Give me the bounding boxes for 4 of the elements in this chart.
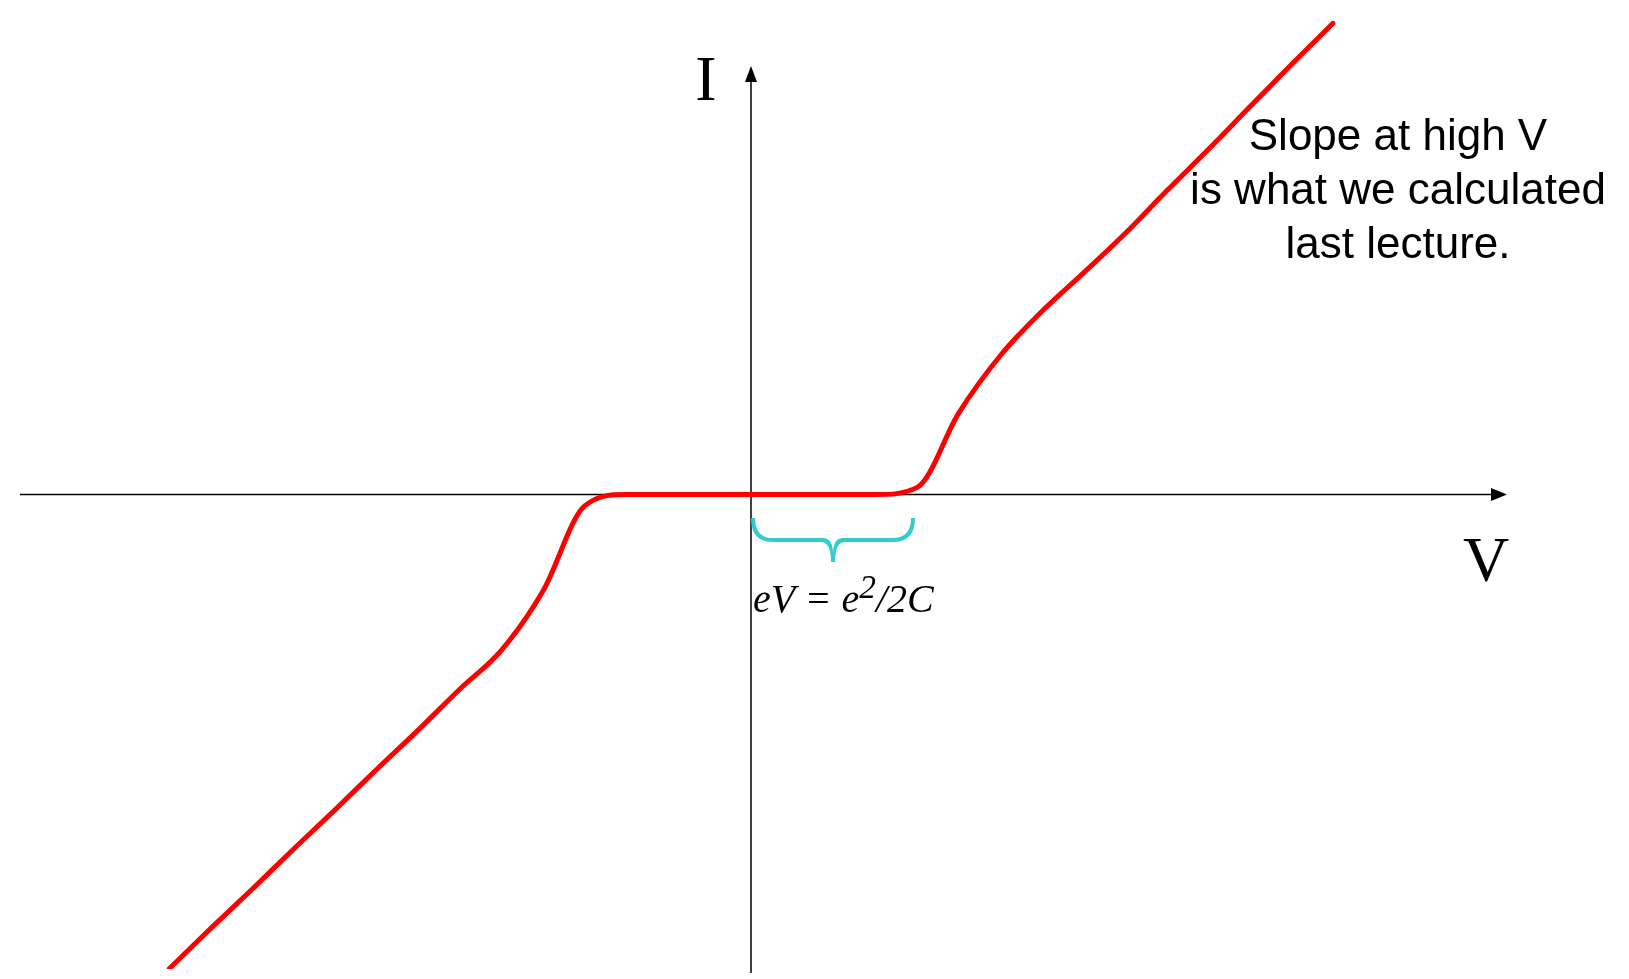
annotation: Slope at high V is what we calculated last lecture. — [1189, 109, 1607, 269]
y-axis-title: I — [695, 43, 717, 114]
annotation: eV = e$^{2}$/2C — [753, 568, 934, 623]
x-axis-title: V — [1462, 523, 1510, 595]
